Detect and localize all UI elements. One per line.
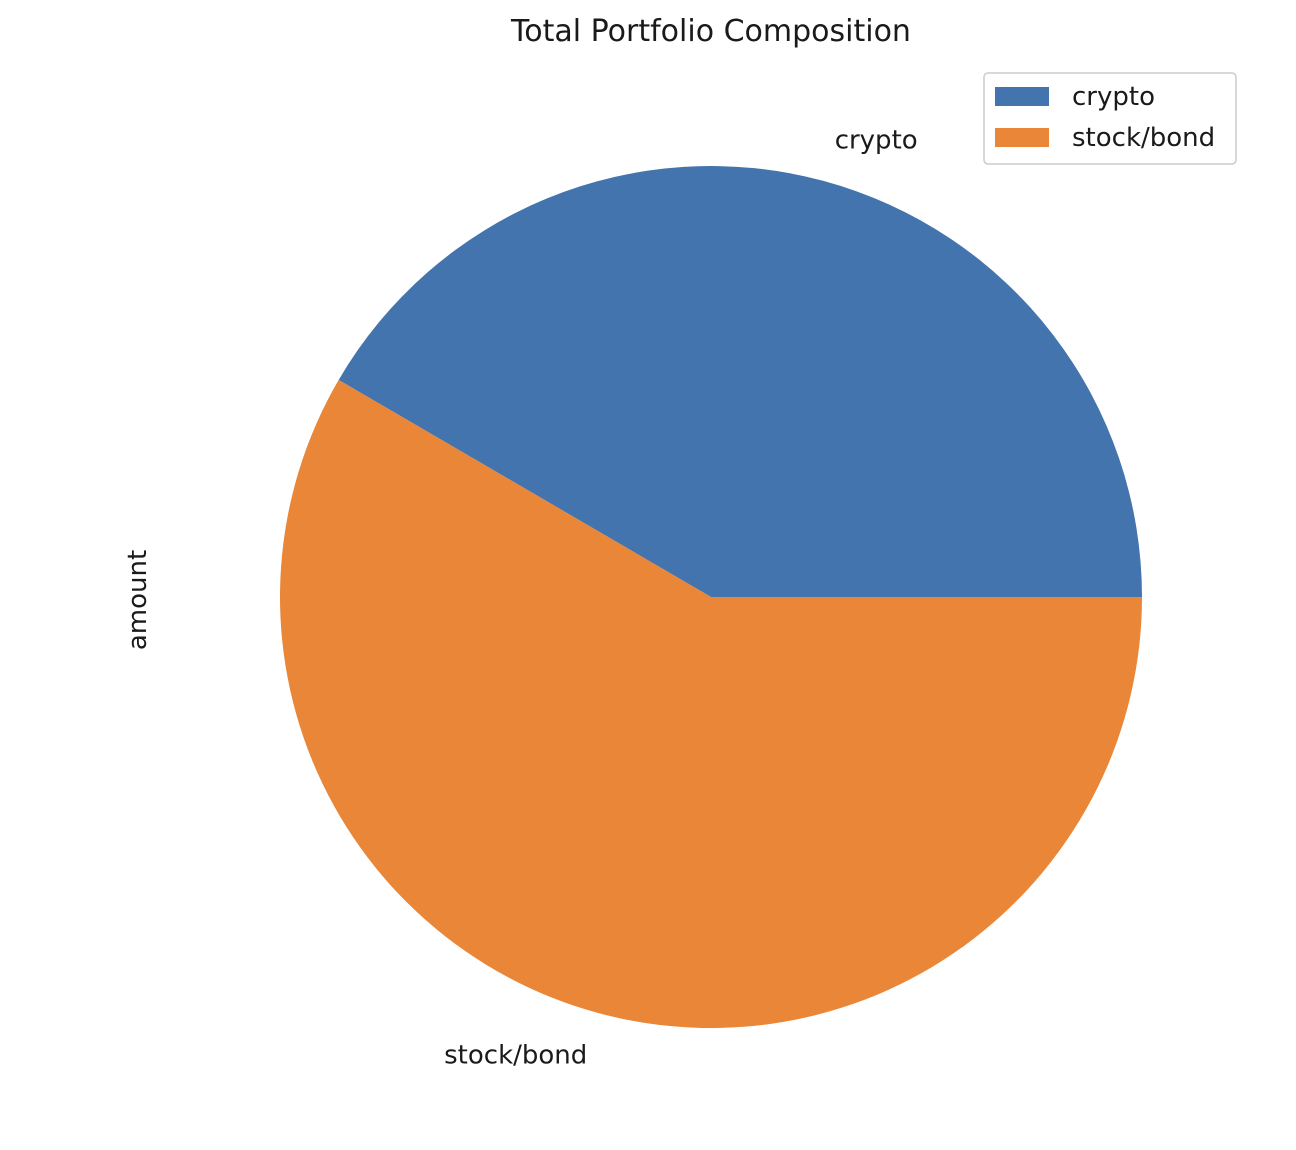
legend-label-stock-bond: stock/bond <box>1072 123 1215 153</box>
slice-label-stock-bond: stock/bond <box>444 1041 587 1071</box>
chart-title: Total Portfolio Composition <box>510 14 911 49</box>
legend-swatch-crypto <box>995 87 1049 106</box>
slice-label-crypto: crypto <box>835 125 918 155</box>
legend-label-crypto: crypto <box>1072 82 1155 112</box>
pie-slices <box>280 166 1142 1028</box>
legend-swatch-stock-bond <box>995 128 1049 147</box>
legend: crypto stock/bond <box>984 73 1236 164</box>
y-axis-label: amount <box>123 550 153 650</box>
